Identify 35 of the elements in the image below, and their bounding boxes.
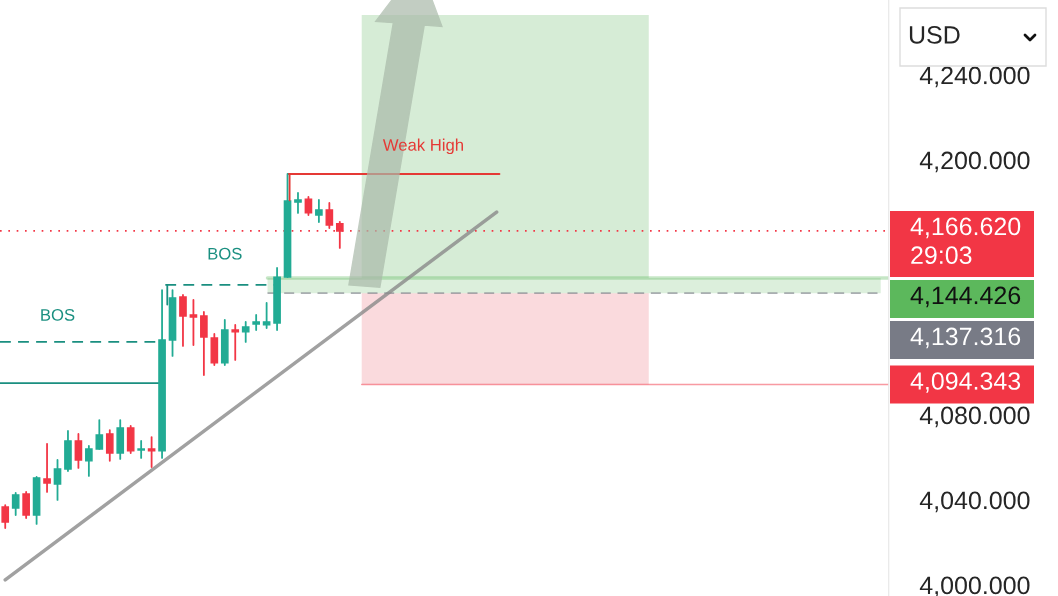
candlestick (22, 490, 30, 519)
candlestick (262, 302, 271, 329)
candlestick (179, 294, 187, 347)
candlestick (11, 492, 20, 516)
candlestick (137, 439, 145, 459)
candlestick (147, 436, 156, 468)
ref-line-label: Weak High (382, 138, 463, 155)
ref-line-label: 4,144.426 (910, 286, 1021, 308)
candlestick (53, 459, 62, 501)
candlestick (200, 311, 208, 376)
candlestick (126, 425, 135, 454)
candlestick (231, 323, 240, 361)
ref-line-label: BOS (41, 308, 75, 321)
candlestick (95, 419, 104, 450)
candlestick (1, 504, 10, 529)
y-tick-label: 4,240.000 (919, 66, 1030, 88)
ref-line-label: 4,137.316 (910, 327, 1021, 349)
candlestick (85, 445, 93, 477)
candlestick (304, 196, 313, 216)
candlestick (189, 299, 198, 346)
y-tick-label: 4,040.000 (919, 491, 1030, 513)
candlestick (325, 202, 334, 229)
y-tick-label: 4,200.000 (919, 151, 1030, 173)
candlestick (241, 320, 250, 343)
candlestick (74, 432, 83, 469)
candlestick (252, 313, 260, 331)
ref-line-label: 4,166.620 29:03 (910, 217, 1021, 265)
candlestick (315, 199, 323, 223)
candlestick (43, 442, 51, 493)
candlestick (105, 429, 114, 462)
ref-line-label: BOS (208, 247, 242, 260)
candlestick (294, 192, 302, 214)
y-tick-label: 4,080.000 (919, 406, 1030, 428)
text: USD (909, 26, 960, 44)
ref-line-label: 4,094.343 (910, 372, 1021, 393)
